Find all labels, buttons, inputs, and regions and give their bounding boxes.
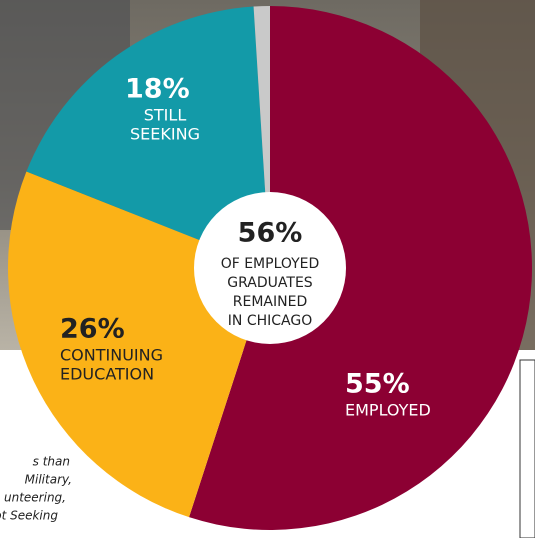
- slice-value-label: 55%: [345, 369, 410, 400]
- slice-label: EDUCATION: [60, 365, 154, 384]
- center-text: IN CHICAGO: [228, 313, 312, 329]
- note-text: Not Seeking: [0, 509, 58, 523]
- note-text: unteering,: [4, 491, 66, 505]
- center-text: OF EMPLOYED: [221, 256, 320, 272]
- frame-edge: [519, 359, 535, 539]
- slice-value-label: 18%: [125, 74, 190, 105]
- center-text: GRADUATES: [227, 275, 313, 291]
- pie-slice: [189, 6, 533, 531]
- slice-label: CONTINUING: [60, 346, 163, 365]
- center-circle: [194, 192, 346, 344]
- pie-slice: [26, 6, 271, 268]
- slice-label: EMPLOYED: [345, 401, 431, 420]
- slice-label: STILL: [144, 106, 187, 125]
- note-text: Military,: [25, 473, 72, 487]
- center-value: 56%: [238, 218, 303, 249]
- slice-label: SEEKING: [130, 125, 200, 144]
- note-text: s than: [33, 455, 70, 469]
- slice-value-label: 26%: [60, 314, 125, 345]
- center-text: REMAINED: [233, 294, 307, 310]
